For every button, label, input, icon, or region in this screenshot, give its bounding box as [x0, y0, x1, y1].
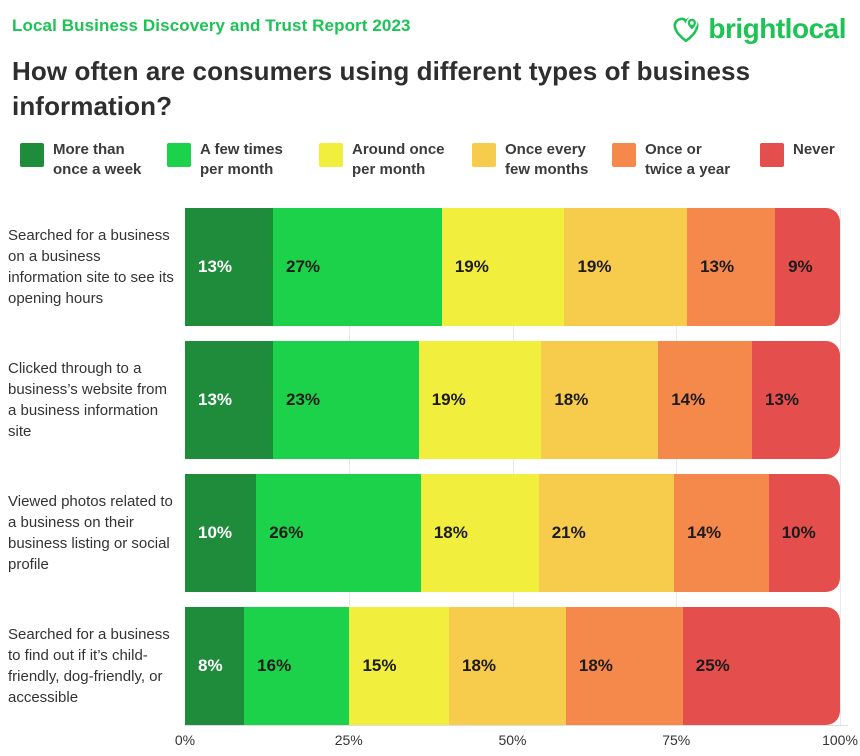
- bar-segment: 13%: [185, 341, 274, 459]
- legend-swatch-icon: [472, 143, 496, 167]
- bar-segment: 19%: [441, 208, 565, 326]
- row-label: Viewed photos related to a business on t…: [8, 493, 173, 573]
- legend-item: Never: [760, 140, 835, 167]
- x-tick-label: 25%: [334, 732, 363, 748]
- bar-segment: 14%: [674, 474, 769, 592]
- chart-legend: More than once a week A few times per month…: [0, 140, 860, 192]
- bar-segment: 19%: [564, 208, 688, 326]
- bar-segment: 13%: [185, 208, 274, 326]
- legend-label: A few times per month: [200, 141, 283, 178]
- legend-swatch-icon: [612, 143, 636, 167]
- legend-swatch-icon: [319, 143, 343, 167]
- header: Local Business Discovery and Trust Repor…: [12, 12, 846, 46]
- legend-swatch-icon: [167, 143, 191, 167]
- x-tick-label: 0%: [174, 732, 196, 748]
- legend-item: More than once a week: [20, 140, 141, 179]
- bar-segment: 14%: [658, 341, 752, 459]
- x-tick-label: 100%: [822, 732, 858, 748]
- bar-segment: 15%: [349, 607, 450, 725]
- row-label: Searched for a business to find out if i…: [8, 626, 170, 706]
- legend-item: Once or twice a year: [612, 140, 730, 179]
- legend-label: Never: [793, 141, 835, 158]
- bar-segment: 27%: [273, 208, 442, 326]
- bar-segment: 21%: [538, 474, 675, 592]
- plot-area: 13% 27% 19% 19% 13% 9% 13% 23% 19% 18% 14% 13% 10% 26…: [185, 208, 841, 725]
- bar-segment: 18%: [565, 607, 683, 725]
- bar-segment: 10%: [185, 474, 257, 592]
- report-title: Local Business Discovery and Trust Repor…: [12, 16, 411, 35]
- bar-segment: 19%: [418, 341, 542, 459]
- bar-row: 13% 23% 19% 18% 14% 13%: [185, 341, 840, 459]
- legend-item: Around once per month: [319, 140, 445, 179]
- legend-label: Once every few months: [505, 141, 589, 178]
- x-axis-line: [185, 725, 848, 726]
- legend-label: More than once a week: [53, 141, 142, 178]
- bar-segment: 18%: [449, 607, 566, 725]
- gridline: [676, 208, 678, 725]
- bar-segment: 13%: [751, 341, 840, 459]
- page-title: How often are consumers using different …: [12, 56, 751, 121]
- bar-segment: 10%: [768, 474, 840, 592]
- legend-label: Around once per month: [352, 141, 445, 178]
- heart-pin-icon: [669, 12, 703, 46]
- legend-swatch-icon: [20, 143, 44, 167]
- row-label: Clicked through to a business’s website …: [8, 360, 167, 440]
- gridline: [512, 208, 514, 725]
- bar-segment: 18%: [541, 341, 659, 459]
- gridline: [840, 208, 841, 725]
- bar-segment: 16%: [244, 607, 350, 725]
- bar-row: 13% 27% 19% 19% 13% 9%: [185, 208, 840, 326]
- gridline: [348, 208, 350, 725]
- brightlocal-logo: brightlocal: [669, 12, 846, 46]
- x-tick-label: 50%: [498, 732, 527, 748]
- bar-segment: 18%: [420, 474, 539, 592]
- brand-name: brightlocal: [708, 13, 846, 44]
- bar-row: 10% 26% 18% 21% 14% 10%: [185, 474, 840, 592]
- bar-row: 8% 16% 15% 18% 18% 25%: [185, 607, 840, 725]
- bar-segment: 25%: [682, 607, 840, 725]
- stacked-bar-chart: Searched for a business on a business in…: [0, 208, 860, 756]
- bar-segment: 8%: [185, 607, 245, 725]
- row-label: Searched for a business on a business in…: [8, 227, 174, 307]
- category-labels: Searched for a business on a business in…: [8, 208, 178, 725]
- bar-segment: 26%: [256, 474, 421, 592]
- legend-label: Once or twice a year: [645, 141, 731, 178]
- bar-segment: 13%: [687, 208, 776, 326]
- bar-segment: 9%: [775, 208, 840, 326]
- bar-segment: 23%: [273, 341, 419, 459]
- legend-swatch-icon: [760, 143, 784, 167]
- legend-item: Once every few months: [472, 140, 588, 179]
- x-tick-label: 75%: [662, 732, 691, 748]
- legend-item: A few times per month: [167, 140, 283, 179]
